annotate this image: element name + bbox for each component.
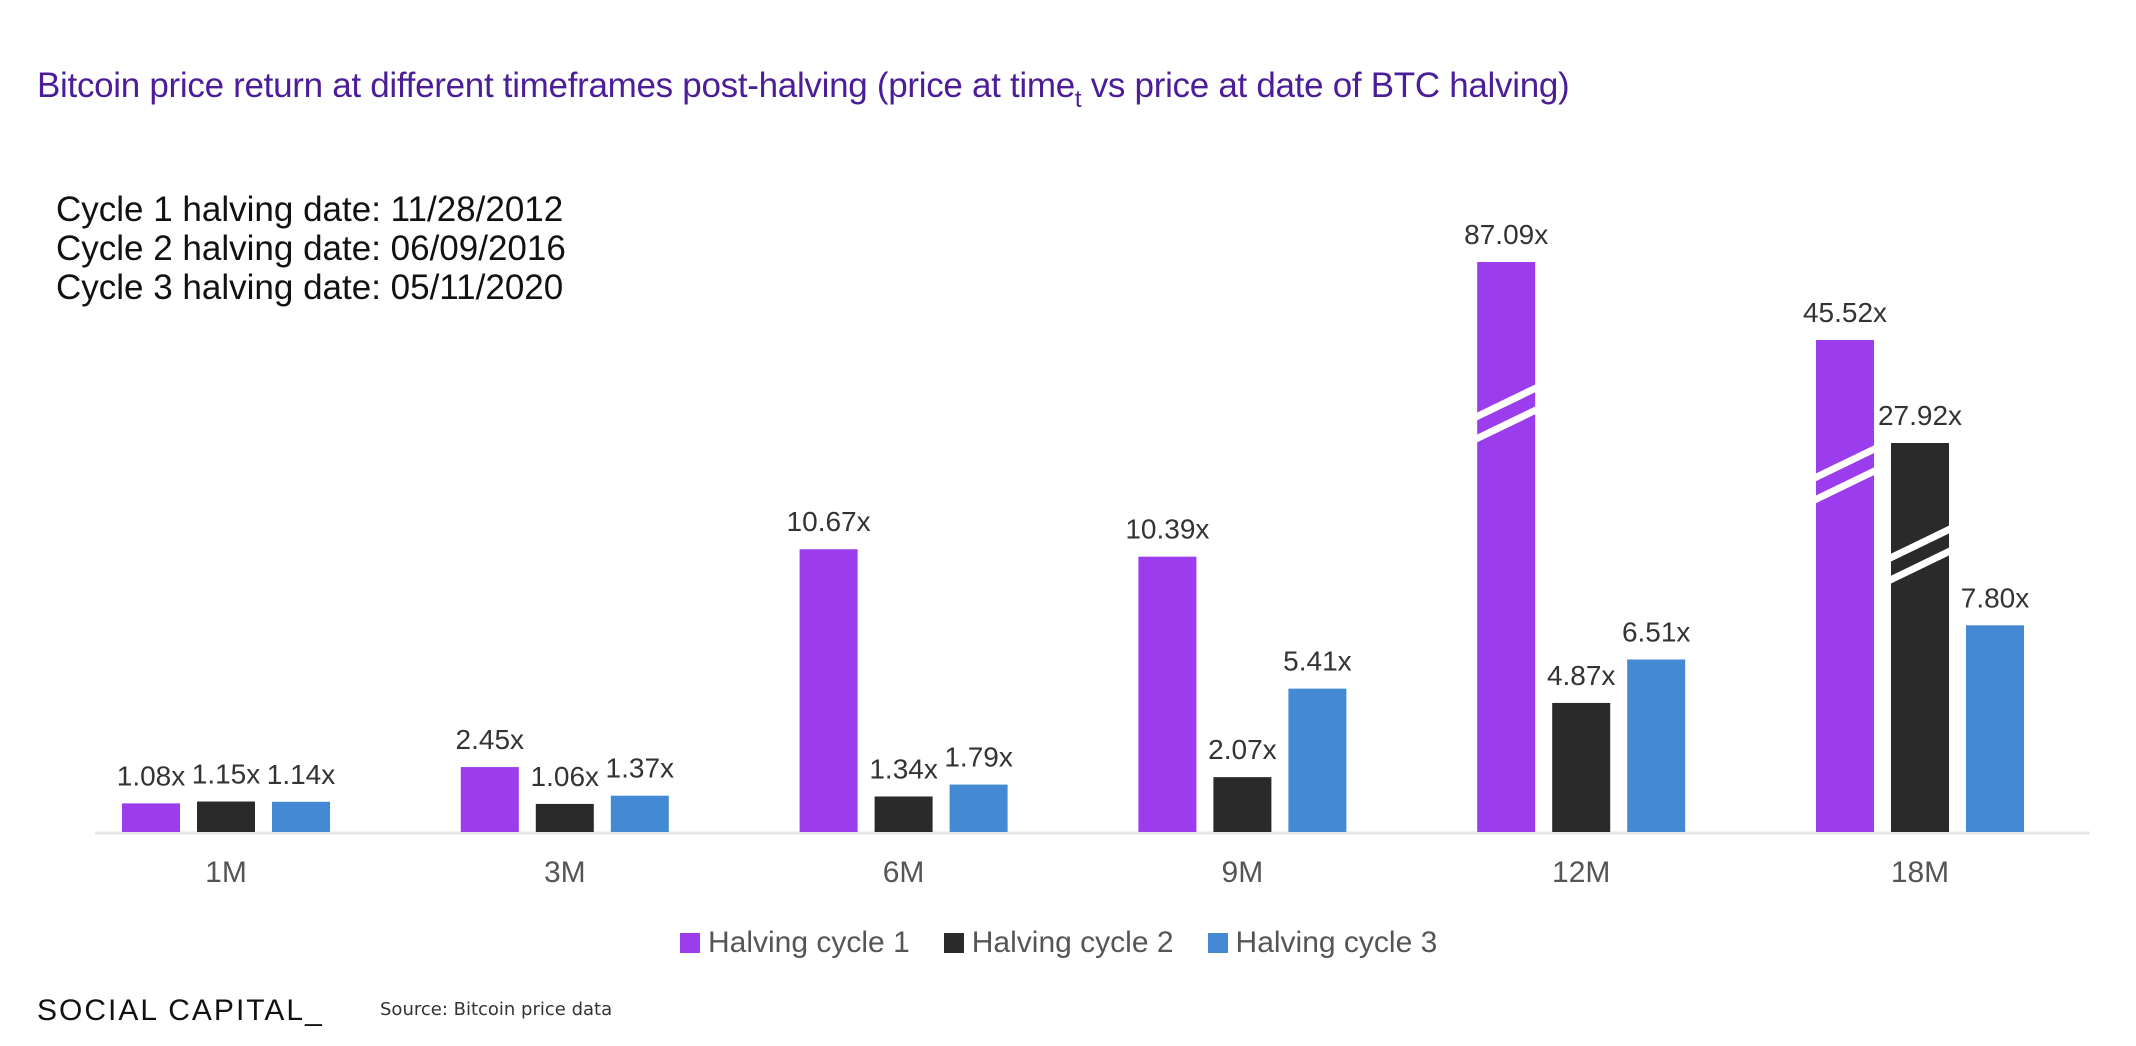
bar-halving-cycle-3-9M [1288,688,1347,832]
axis-break-mark [1812,467,1878,504]
chart-title: Bitcoin price return at different timefr… [37,66,1570,114]
data-label: 1.79x [944,742,1013,773]
axis-break-mark [1473,406,1539,443]
data-label: 1.15x [192,759,261,790]
chart-title-subscript: t [1074,86,1082,113]
social-capital-logo: SOCIAL CAPITAL_ [37,994,324,1027]
legend-swatch-cycle-3 [1207,933,1228,953]
bar-halving-cycle-2-6M [874,796,933,832]
data-label: 7.80x [1961,582,2030,613]
data-label: 4.87x [1547,660,1616,691]
axis-break-mark [1812,445,1878,482]
chart-title-main: Bitcoin price return at different timefr… [37,66,1075,105]
bar-halving-cycle-1-18M [1816,340,1874,832]
legend-swatch-cycle-2 [943,933,964,953]
x-tick-label: 18M [1891,856,1949,889]
legend-label-cycle-1: Halving cycle 1 [708,926,910,959]
data-label: 87.09x [1464,219,1548,250]
legend-label-cycle-3: Halving cycle 3 [1235,926,1438,959]
bar-halving-cycle-3-12M [1627,659,1686,832]
bar-halving-cycle-1-1M [122,803,180,832]
x-tick-label: 1M [205,856,247,889]
data-label: 2.07x [1208,734,1277,765]
data-label: 2.45x [456,724,525,755]
bar-halving-cycle-2-9M [1213,777,1272,832]
axis-break-mark [1887,547,1953,584]
bar-halving-cycle-3-1M [272,801,330,832]
x-tick-label: 3M [544,856,586,889]
bar-halving-cycle-3-18M [1966,625,2024,832]
data-label: 6.51x [1622,616,1691,647]
bar-halving-cycle-1-3M [460,767,519,832]
data-label: 10.67x [787,506,871,537]
cycle-2-halving-date: Cycle 2 halving date: 06/09/2016 [56,229,566,268]
halving-dates-notes: Cycle 1 halving date: 11/28/2012 Cycle 2… [56,190,566,307]
chart-title-rest: vs price at date of BTC halving) [1081,66,1570,105]
cycle-1-halving-date: Cycle 1 halving date: 11/28/2012 [56,190,564,229]
x-tick-label: 12M [1552,856,1610,889]
cycle-3-halving-date: Cycle 3 halving date: 05/11/2020 [56,268,564,307]
legend-item-cycle-2: Halving cycle 2 [943,926,1174,960]
bar-halving-cycle-1-12M [1477,262,1536,832]
data-label: 5.41x [1283,646,1352,677]
data-label: 27.92x [1878,400,1962,431]
legend-label-cycle-2: Halving cycle 2 [971,926,1174,959]
axis-break-mark [1887,525,1953,562]
legend-swatch-cycle-1 [680,933,700,953]
chart-legend: Halving cycle 1 Halving cycle 2 Halving … [680,926,1437,960]
x-tick-label: 9M [1222,856,1264,889]
data-label: 1.34x [869,753,938,784]
data-label: 1.06x [531,761,600,792]
x-tick-label: 6M [883,856,925,889]
bar-halving-cycle-2-12M [1552,702,1611,832]
bar-halving-cycle-2-1M [197,801,255,832]
bar-halving-cycle-3-6M [949,784,1008,832]
bar-halving-cycle-2-3M [535,803,594,832]
data-label: 1.37x [606,753,675,784]
data-label: 45.52x [1803,297,1887,328]
data-label: 1.08x [117,760,186,791]
source-note: Source: Bitcoin price data [380,999,613,1020]
bar-halving-cycle-2-18M [1891,443,1949,832]
bar-halving-cycle-1-9M [1138,556,1197,832]
legend-item-cycle-1: Halving cycle 1 [680,926,910,960]
data-label: 10.39x [1125,514,1209,545]
bar-halving-cycle-3-3M [610,795,669,832]
bar-halving-cycle-1-6M [799,549,858,832]
data-label: 1.14x [267,759,336,790]
legend-item-cycle-3: Halving cycle 3 [1207,926,1438,960]
axis-break-mark [1473,384,1539,421]
